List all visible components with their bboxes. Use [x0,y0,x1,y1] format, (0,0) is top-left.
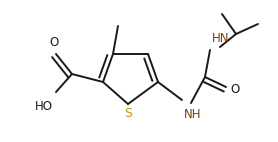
Text: O: O [49,36,59,49]
Text: HO: HO [35,100,53,113]
Text: S: S [124,107,132,120]
Text: O: O [230,83,239,96]
Text: HN: HN [212,32,230,45]
Text: NH: NH [184,108,202,121]
